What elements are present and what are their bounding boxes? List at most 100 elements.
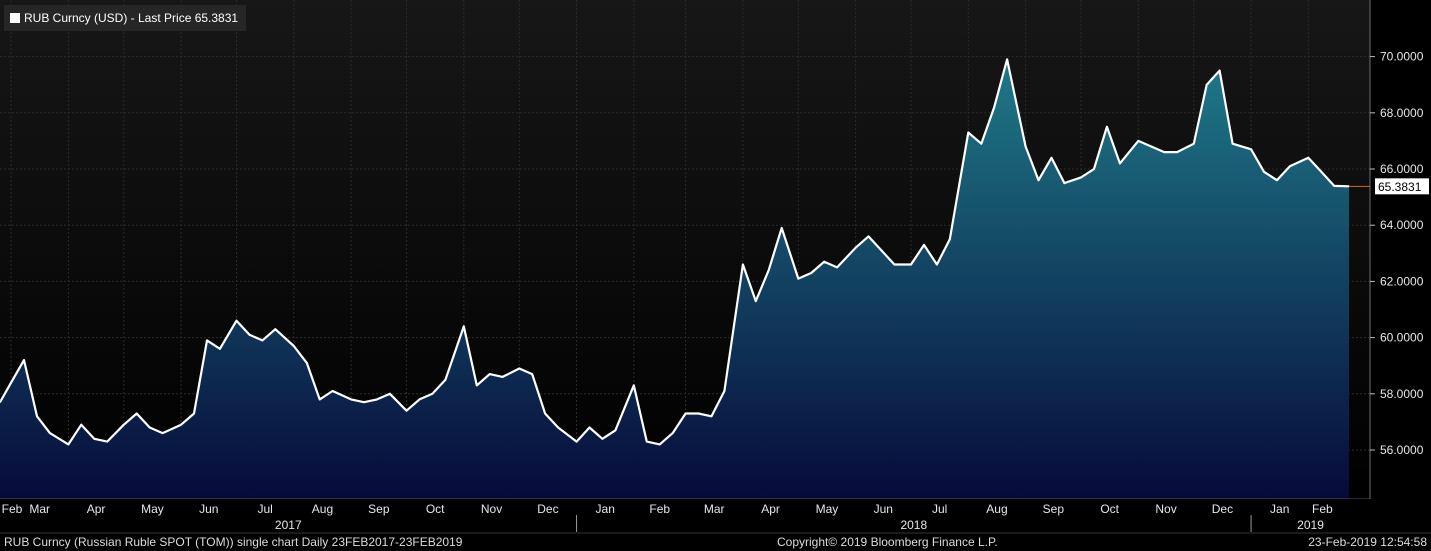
data-point — [1289, 165, 1291, 167]
data-point — [80, 423, 83, 426]
data-point — [1276, 179, 1278, 182]
x-tick-label: Mar — [704, 502, 725, 516]
data-point — [1205, 83, 1208, 86]
x-tick-label: Jul — [258, 502, 273, 516]
data-point — [248, 333, 251, 336]
data-point — [49, 432, 51, 434]
data-point — [0, 401, 1, 404]
data-point — [755, 300, 757, 302]
data-point — [36, 415, 38, 418]
data-point — [723, 390, 726, 392]
x-axis-band — [0, 499, 1370, 535]
data-point — [658, 443, 661, 446]
data-point — [1050, 156, 1053, 159]
y-tick-label: 64.0000 — [1380, 218, 1424, 232]
x-tick-label: May — [816, 502, 839, 516]
data-point — [1263, 171, 1265, 173]
y-tick-label: 60.0000 — [1380, 331, 1424, 345]
chart-legend: RUB Curncy (USD) - Last Price 65.3831 — [4, 5, 247, 31]
legend-swatch — [10, 13, 20, 23]
data-point — [936, 263, 938, 266]
data-point — [780, 227, 783, 229]
data-point — [1106, 126, 1108, 128]
y-tick-label: 70.0000 — [1380, 50, 1424, 64]
data-point — [1218, 69, 1221, 72]
data-point — [193, 412, 195, 415]
data-point — [1093, 168, 1095, 170]
data-point — [235, 319, 238, 322]
data-point — [645, 440, 648, 443]
x-tick-label: May — [141, 502, 164, 516]
x-tick-label: Sep — [1043, 502, 1065, 516]
data-point — [463, 325, 465, 328]
data-point — [67, 443, 70, 446]
data-point — [475, 384, 478, 387]
data-point — [23, 359, 25, 361]
data-point — [93, 437, 96, 440]
data-point — [148, 426, 151, 429]
data-point — [293, 345, 295, 347]
x-year-label: 2017 — [275, 518, 302, 532]
data-point — [10, 381, 12, 384]
data-point — [389, 393, 391, 395]
x-tick-label: Feb — [1312, 502, 1333, 516]
data-point — [180, 423, 182, 426]
data-point — [697, 412, 700, 415]
x-tick-label: Aug — [986, 502, 1007, 516]
data-point — [810, 272, 813, 274]
data-point — [1119, 162, 1121, 165]
data-point — [836, 266, 838, 269]
x-tick-label: Feb — [649, 502, 670, 516]
data-point — [135, 412, 138, 415]
footer-timestamp: 23-Feb-2019 12:54:58 — [1308, 535, 1427, 549]
data-point — [910, 263, 912, 266]
data-point — [1063, 182, 1066, 184]
data-point — [823, 260, 825, 263]
last-price-box — [1375, 178, 1429, 195]
x-tick-label: Aug — [312, 502, 333, 516]
data-point — [1137, 140, 1140, 142]
y-tick-label: 58.0000 — [1380, 387, 1424, 401]
last-price-label: 65.3831 — [1378, 180, 1422, 194]
data-point — [854, 246, 857, 249]
data-point — [350, 398, 352, 401]
data-point — [1307, 156, 1310, 159]
footer-description: RUB Curncy (Russian Ruble SPOT (TOM)) si… — [4, 535, 463, 549]
y-tick-label: 56.0000 — [1380, 443, 1424, 457]
x-tick-label: Oct — [1100, 502, 1119, 516]
data-point — [1037, 179, 1040, 182]
x-tick-label: Nov — [481, 502, 502, 516]
data-point — [1006, 58, 1008, 61]
data-point — [274, 328, 277, 330]
data-point — [671, 432, 674, 434]
legend-label: RUB Curncy (USD) - Last Price 65.3831 — [24, 11, 239, 25]
data-point — [444, 378, 447, 381]
data-point — [980, 142, 983, 145]
x-tick-label: Apr — [87, 502, 106, 516]
data-point — [219, 348, 221, 350]
data-point — [318, 398, 321, 401]
data-point — [949, 238, 951, 241]
data-point — [923, 244, 925, 246]
x-tick-label: Jul — [932, 502, 947, 516]
data-point — [1231, 142, 1234, 145]
data-point — [161, 432, 164, 434]
data-point — [1080, 176, 1082, 179]
data-point — [557, 426, 559, 429]
x-tick-label: Jun — [199, 502, 218, 516]
data-point — [431, 393, 434, 395]
x-tick-label: Mar — [29, 502, 50, 516]
data-point — [1250, 148, 1252, 151]
x-tick-label: Dec — [1212, 502, 1233, 516]
data-point — [331, 390, 334, 392]
data-point — [575, 440, 578, 443]
x-tick-label: Feb — [2, 502, 23, 516]
x-tick-label: Sep — [368, 502, 390, 516]
data-point — [305, 362, 308, 364]
data-point — [363, 401, 365, 404]
data-point — [1163, 151, 1166, 153]
data-point — [544, 412, 546, 415]
data-point — [710, 415, 713, 418]
data-point — [684, 412, 687, 415]
